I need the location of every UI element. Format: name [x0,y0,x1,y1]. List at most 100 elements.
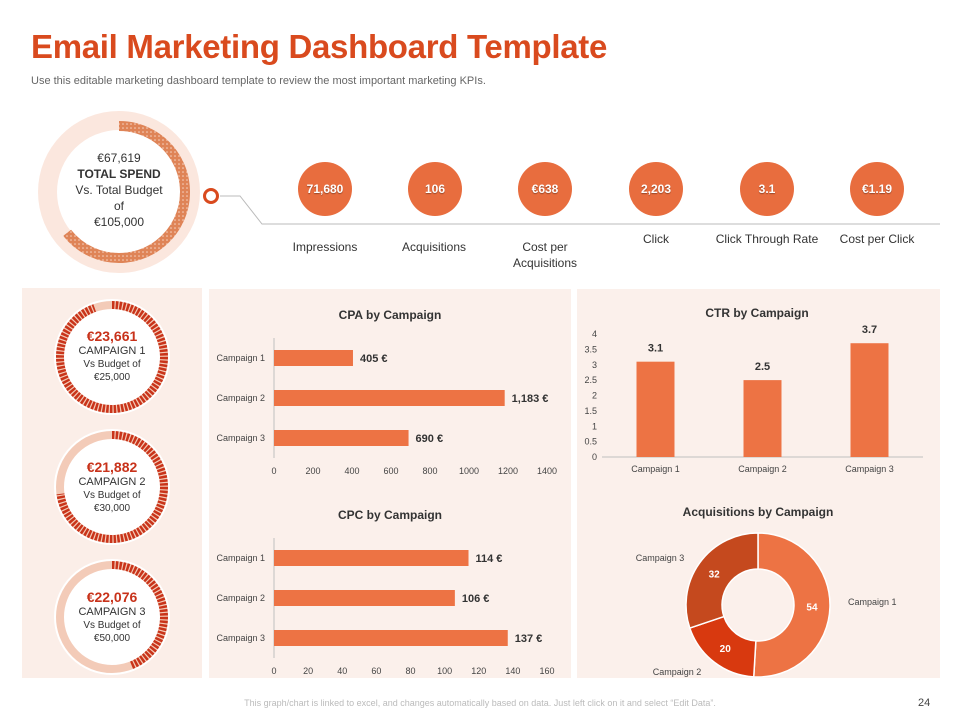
cpc-tick-label: 80 [405,666,415,676]
campaign-1-ring-bg [54,299,170,415]
ctr-tick-label: 3.5 [584,344,597,354]
cpa-tick-label: 1400 [537,466,557,476]
campaign-2-text: €21,882 CAMPAIGN 2 Vs Budget of €30,000 [62,459,162,515]
campaign-3-budget: €50,000 [93,633,131,644]
campaign-2-amount: €21,882 [86,459,138,475]
ctr-bar [850,343,889,457]
cpc-tick-label: 40 [337,666,347,676]
ctr-tick-label: 0 [592,452,597,462]
ctr-tick-label: 1 [592,421,597,431]
campaign-2-budget: €30,000 [93,503,131,514]
ctr-bar [636,361,675,457]
campaign-2-ring [54,429,170,545]
cpc-data-label: 137 € [515,633,543,645]
cpc-bar [274,590,455,606]
ctr-chart: CTR by Campaign 0 0.5 1 1.5 2 2.5 3 3.5 4 3.1 Campa… [584,306,923,474]
cpc-bar [274,550,469,566]
cpa-chart: CPA by Campaign Campaign 1 405 € Campaign 2… [216,308,557,476]
cpa-data-label: 1,183 € [512,393,549,405]
campaign-1-amount: €23,661 [86,328,138,344]
kpi-impressions-label: Impressions [292,240,358,254]
kpi-impressions-value: 71,680 [298,162,352,216]
kpi-ctr-label: Click Through Rate [715,232,819,246]
cpc-data-label: 114 € [476,553,503,565]
cpa-tick-label: 1200 [498,466,518,476]
cpc-tick-label: 60 [371,666,381,676]
total-spend-text: €67,619 TOTAL SPEND Vs. Total Budget of … [55,150,183,230]
kpi-cpc-value: €1.19 [850,162,904,216]
campaign-1-name: CAMPAIGN 1 [78,345,146,357]
campaign-1-vs: Vs Budget of [83,359,141,370]
campaign-1-text: €23,661 CAMPAIGN 1 Vs Budget of €25,000 [62,328,162,384]
ctr-chart-title: CTR by Campaign [705,306,808,320]
cpc-chart: CPC by Campaign Campaign 1 114 € Campaign 2… [216,508,554,676]
cpc-category-label: Campaign 2 [216,593,265,603]
acquisitions-data-label: 32 [709,570,721,581]
cpc-tick-label: 160 [539,666,554,676]
cpc-bar [274,630,508,646]
ctr-tick-label: 3 [592,360,597,370]
cpa-data-label: 690 € [416,433,444,445]
ctr-data-label: 3.7 [862,324,877,336]
acquisitions-category-label: Campaign 1 [848,597,897,607]
campaign-3-text: €22,076 CAMPAIGN 3 Vs Budget of €50,000 [62,589,162,645]
footer-note: This graph/chart is linked to excel, and… [244,698,716,708]
cpc-category-label: Campaign 3 [216,633,265,643]
ctr-category-label: Campaign 1 [631,464,680,474]
total-spend-ring-hole [57,130,181,254]
page-subtitle: Use this editable marketing dashboard te… [31,75,486,87]
kpi-cpc-label: Cost per Click [839,232,915,246]
ctr-category-label: Campaign 2 [738,464,787,474]
campaign-3-amount: €22,076 [86,589,138,605]
total-spend-vs: Vs. Total Budget [75,183,163,197]
cost-charts-panel [209,289,571,678]
kpi-cpa-value: €638 [518,162,572,216]
kpi-acquisitions-label: Acquisitions [401,240,467,254]
total-spend-ring [38,111,200,273]
ctr-bar [743,380,782,457]
campaign-3-progress-arc [111,561,168,670]
ctr-tick-label: 2.5 [584,375,597,385]
cpa-category-label: Campaign 1 [216,353,265,363]
cpa-tick-label: 1000 [459,466,479,476]
campaign-2-name: CAMPAIGN 2 [78,476,146,488]
ctr-data-label: 2.5 [755,361,770,373]
acquisitions-category-label: Campaign 3 [636,553,685,563]
cpa-bar [274,390,505,406]
kpi-connector-node [203,188,219,204]
campaign-1-budget: €25,000 [93,372,131,383]
ctr-data-label: 3.1 [648,343,663,355]
cpa-tick-label: 400 [344,466,359,476]
total-spend-label: TOTAL SPEND [77,167,161,181]
cpa-category-label: Campaign 2 [216,393,265,403]
acquisitions-slice [752,532,831,678]
kpi-ctr-value: 3.1 [740,162,794,216]
kpi-acquisitions-value: 106 [408,162,462,216]
cpa-chart-title: CPA by Campaign [339,308,442,322]
campaign-3-vs: Vs Budget of [83,620,141,631]
campaign-2-vs: Vs Budget of [83,490,141,501]
cpc-tick-label: 20 [303,666,313,676]
cpa-tick-label: 600 [383,466,398,476]
page-title: Email Marketing Dashboard Template [31,28,608,65]
page-number: 24 [918,697,931,709]
campaign-3-ring [54,559,170,675]
cpa-bar [274,350,353,366]
acquisitions-data-label: 54 [806,603,818,614]
kpi-click-value: 2,203 [629,162,683,216]
acquisitions-category-label: Campaign 2 [653,667,702,677]
cpc-tick-label: 140 [505,666,520,676]
cpc-category-label: Campaign 1 [216,553,265,563]
campaign-3-ring-bg [54,559,170,675]
total-spend-amount: €67,619 [97,151,141,165]
ctr-tick-label: 0.5 [584,437,597,447]
campaign-1-progress-arc [56,301,168,413]
kpi-click-label: Click [643,232,669,246]
acquisitions-slice [685,532,759,630]
ctr-tick-label: 4 [592,329,597,339]
cpa-category-label: Campaign 3 [216,433,265,443]
total-spend-of: of [113,199,124,213]
cpa-data-label: 405 € [360,353,388,365]
campaign-3-name: CAMPAIGN 3 [78,606,146,618]
campaign-1-ring [54,299,170,415]
